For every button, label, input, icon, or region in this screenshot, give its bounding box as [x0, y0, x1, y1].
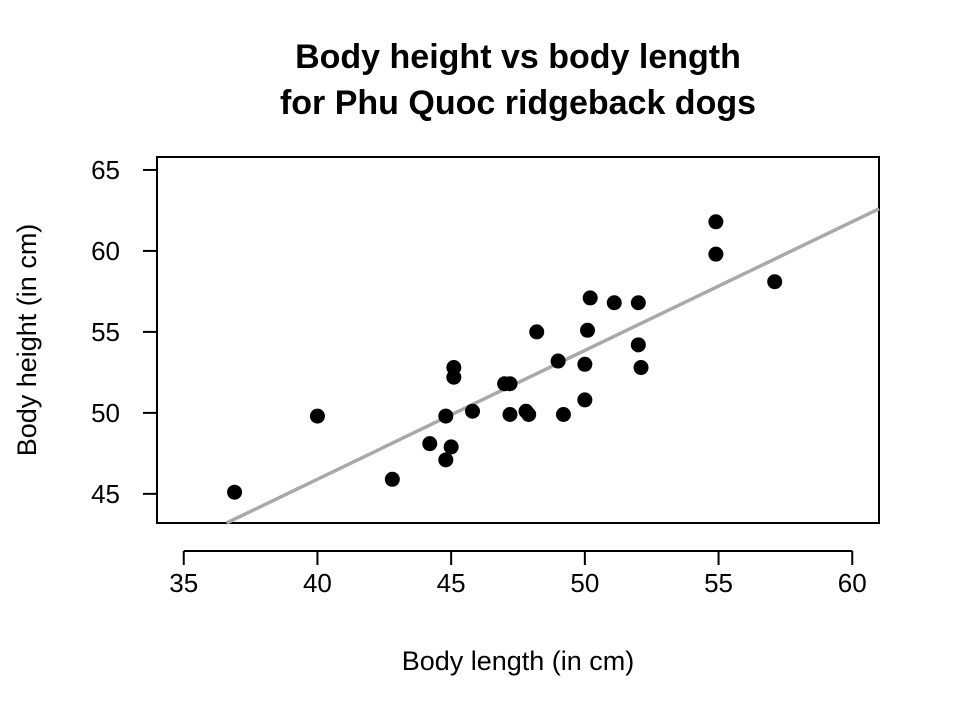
y-tick-label: 60	[91, 236, 120, 266]
points-layer	[227, 214, 783, 500]
data-point	[438, 452, 454, 468]
data-point	[555, 406, 571, 422]
x-tick-label: 60	[838, 568, 867, 598]
data-point	[384, 471, 400, 487]
data-point	[582, 290, 598, 306]
x-tick-label: 50	[570, 568, 599, 598]
data-point	[767, 274, 783, 290]
data-point	[606, 295, 622, 311]
data-point	[630, 337, 646, 353]
x-tick-label: 40	[303, 568, 332, 598]
data-point	[443, 439, 459, 455]
data-point	[465, 403, 481, 419]
x-tick-label: 55	[704, 568, 733, 598]
data-point	[446, 369, 462, 385]
data-point	[502, 376, 518, 392]
x-axis-label: Body length (in cm)	[402, 646, 635, 676]
data-point	[309, 408, 325, 424]
data-point	[422, 436, 438, 452]
y-tick-label: 65	[91, 155, 120, 185]
data-point	[633, 360, 649, 376]
y-tick-label: 50	[91, 398, 120, 428]
data-point	[521, 406, 537, 422]
data-point	[227, 484, 243, 500]
data-point	[529, 324, 545, 340]
y-axis-label: Body height (in cm)	[12, 224, 42, 457]
y-tick-label: 45	[91, 479, 120, 509]
data-point	[580, 322, 596, 338]
plot-frame	[156, 156, 880, 524]
x-axis: 35 40 45 50 55 60	[169, 550, 867, 598]
data-point	[630, 295, 646, 311]
data-point	[708, 214, 724, 230]
data-point	[502, 406, 518, 422]
x-tick-label: 35	[169, 568, 198, 598]
chart-title-line1: Body height vs body length	[295, 38, 741, 76]
y-tick-label: 55	[91, 317, 120, 347]
data-point	[577, 392, 593, 408]
data-point	[708, 246, 724, 262]
y-axis: 45 50 55 60 65	[91, 155, 158, 509]
data-point	[550, 353, 566, 369]
x-tick-label: 45	[437, 568, 466, 598]
chart-title-line2: for Phu Quoc ridgeback dogs	[280, 84, 756, 122]
data-point	[577, 356, 593, 372]
data-point	[438, 408, 454, 424]
